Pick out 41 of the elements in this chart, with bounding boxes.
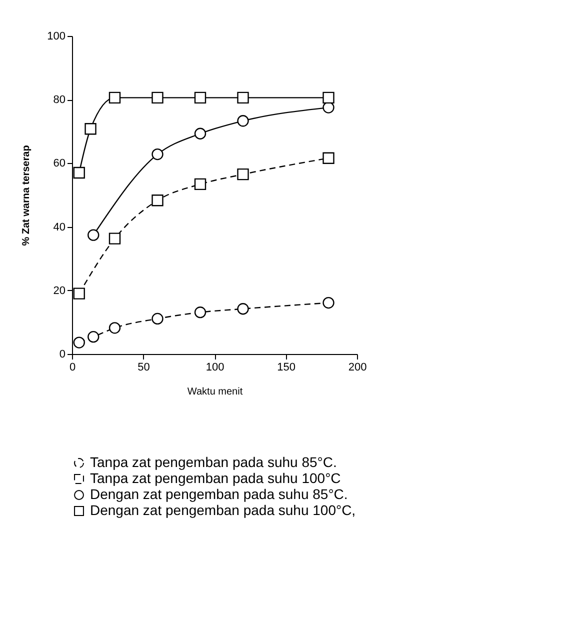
x-tick-label: 0 bbox=[69, 362, 76, 374]
y-tick-label: 100 bbox=[47, 30, 66, 42]
x-tick-label: 200 bbox=[348, 362, 367, 374]
x-tick-label: 100 bbox=[206, 362, 224, 374]
x-axis-title: Waktu menit bbox=[187, 386, 243, 398]
point bbox=[152, 148, 164, 160]
point bbox=[152, 312, 164, 325]
point bbox=[108, 322, 121, 334]
point bbox=[152, 194, 164, 206]
point bbox=[88, 330, 100, 343]
point bbox=[194, 178, 206, 190]
y-axis-title: % Zat warna terserap bbox=[21, 145, 32, 246]
y-tick-label: 40 bbox=[53, 221, 66, 234]
point bbox=[237, 168, 249, 180]
legend-label: Dengan zat pengemban pada suhu 85°C. bbox=[90, 486, 348, 502]
x-tick-label: 150 bbox=[277, 362, 296, 374]
point bbox=[194, 128, 206, 140]
point bbox=[322, 296, 334, 309]
point bbox=[322, 152, 334, 164]
point bbox=[73, 336, 85, 348]
y-tick-label: 80 bbox=[53, 94, 66, 106]
point bbox=[73, 166, 85, 179]
legend-label: Tanpa zat pengemban pada suhu 100°C bbox=[90, 470, 341, 486]
y-tick-label: 20 bbox=[53, 284, 66, 297]
legend-label: Dengan zat pengemban pada suhu 100°C, bbox=[90, 502, 356, 518]
point bbox=[108, 232, 121, 244]
point bbox=[84, 123, 96, 135]
point bbox=[152, 92, 164, 104]
point bbox=[237, 92, 249, 104]
y-tick-label: 60 bbox=[53, 158, 66, 170]
point bbox=[237, 303, 249, 315]
point bbox=[194, 92, 206, 104]
point bbox=[237, 115, 249, 127]
legend-label: Tanpa zat pengemban pada suhu 85°C. bbox=[90, 454, 337, 470]
point bbox=[88, 229, 100, 241]
point bbox=[322, 92, 334, 104]
y-tick-label: 0 bbox=[59, 348, 66, 360]
point bbox=[108, 92, 121, 104]
point bbox=[73, 288, 85, 300]
x-tick-label: 50 bbox=[138, 362, 150, 374]
point bbox=[194, 306, 206, 318]
